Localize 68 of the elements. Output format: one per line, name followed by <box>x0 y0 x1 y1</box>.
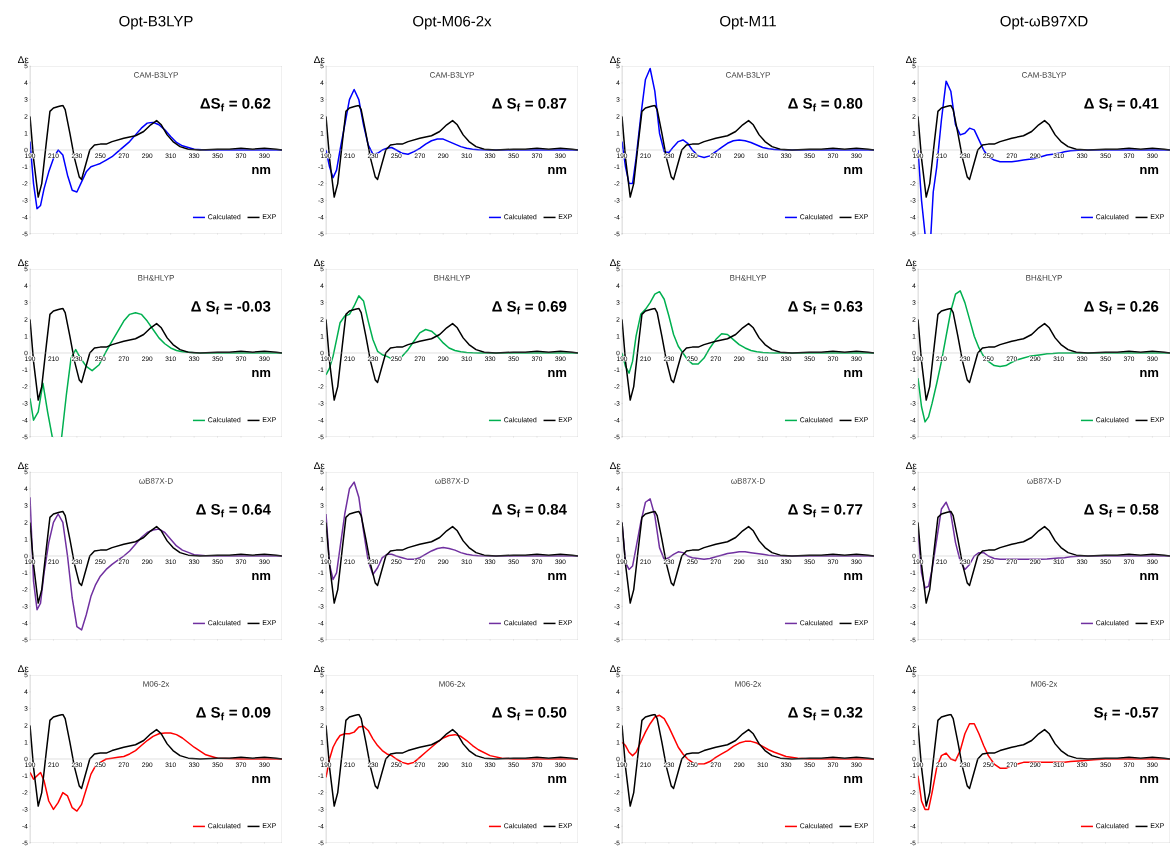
x-axis-title: nm <box>548 166 567 174</box>
annotation: Δ S$_{f}$ = 0.50 <box>492 707 567 721</box>
text: ωB87X-D <box>139 478 173 484</box>
text: M06-2x <box>143 681 170 687</box>
text: ωB87X-D <box>731 478 765 484</box>
text: BH&HLYP <box>730 275 766 281</box>
chart-title: Opt-ωB97XD <box>1000 15 1088 30</box>
text: M06-2x <box>439 681 466 687</box>
y-axis-title: Δε <box>609 665 621 673</box>
y-axis-title: Δε <box>17 259 29 267</box>
annotation: Δ S$_{f}$ = 0.26 <box>1084 301 1159 315</box>
annotation: S$_{f}$ = -0.57 <box>1094 707 1159 721</box>
annotation: Δ S$_{f}$ = 0.58 <box>1084 504 1159 518</box>
x-axis-title: nm <box>252 572 271 580</box>
text: BH&HLYP <box>434 275 470 281</box>
y-axis-title: Δε <box>17 665 29 673</box>
x-axis-title: nm <box>252 775 271 783</box>
x-axis-title: nm <box>1140 166 1159 174</box>
annotation: Δ S$_{f}$ = 0.63 <box>788 301 863 315</box>
text: M06-2x <box>1031 681 1058 687</box>
annotation: Δ S$_{f}$ = 0.41 <box>1084 98 1159 112</box>
x-axis-title: nm <box>1140 775 1159 783</box>
annotation: ΔS$_{f}$ = 0.62 <box>200 98 271 112</box>
text: CAM-B3LYP <box>430 72 474 78</box>
text: M06-2x <box>735 681 762 687</box>
annotation: Δ S$_{f}$ = 0.84 <box>492 504 567 518</box>
text: BH&HLYP <box>138 275 174 281</box>
text: ωB87X-D <box>435 478 469 484</box>
text: CAM-B3LYP <box>1022 72 1066 78</box>
y-axis-title: Δε <box>17 56 29 64</box>
chart-title: Opt-M06-2x <box>413 15 492 30</box>
chart-title: Opt-M11 <box>720 15 776 30</box>
text: BH&HLYP <box>1026 275 1062 281</box>
x-axis-title: nm <box>1140 572 1159 580</box>
x-axis-title: nm <box>844 369 863 377</box>
y-axis-title: Δε <box>905 56 917 64</box>
annotation: Δ S$_{f}$ = 0.32 <box>788 707 863 721</box>
y-axis-title: Δε <box>313 462 325 470</box>
y-axis-title: Δε <box>905 462 917 470</box>
y-axis-title: Δε <box>609 56 621 64</box>
x-axis-title: nm <box>548 369 567 377</box>
annotation: Δ S$_{f}$ = 0.80 <box>788 98 863 112</box>
y-axis-title: Δε <box>313 56 325 64</box>
x-axis-title: nm <box>844 572 863 580</box>
x-axis-title: nm <box>252 166 271 174</box>
chart-title: Opt-B3LYP <box>119 15 193 30</box>
y-axis-title: Δε <box>609 462 621 470</box>
text: CAM-B3LYP <box>726 72 770 78</box>
annotation: Δ S$_{f}$ = 0.69 <box>492 301 567 315</box>
y-axis-title: Δε <box>17 462 29 470</box>
annotation: Δ S$_{f}$ = -0.03 <box>191 301 271 315</box>
x-axis-title: nm <box>548 775 567 783</box>
text: CAM-B3LYP <box>134 72 178 78</box>
y-axis-title: Δε <box>609 259 621 267</box>
x-axis-title: nm <box>1140 369 1159 377</box>
y-axis-title: Δε <box>905 665 917 673</box>
annotation: Δ S$_{f}$ = 0.77 <box>788 504 863 518</box>
y-axis-title: Δε <box>313 665 325 673</box>
x-axis-title: nm <box>548 572 567 580</box>
y-axis-title: Δε <box>313 259 325 267</box>
annotation: Δ S$_{f}$ = 0.64 <box>196 504 271 518</box>
x-axis-title: nm <box>844 166 863 174</box>
y-axis-title: Δε <box>905 259 917 267</box>
annotation: Δ S$_{f}$ = 0.09 <box>196 707 271 721</box>
text: ωB87X-D <box>1027 478 1061 484</box>
x-axis-title: nm <box>844 775 863 783</box>
x-axis-title: nm <box>252 369 271 377</box>
annotation: Δ S$_{f}$ = 0.87 <box>492 98 567 112</box>
